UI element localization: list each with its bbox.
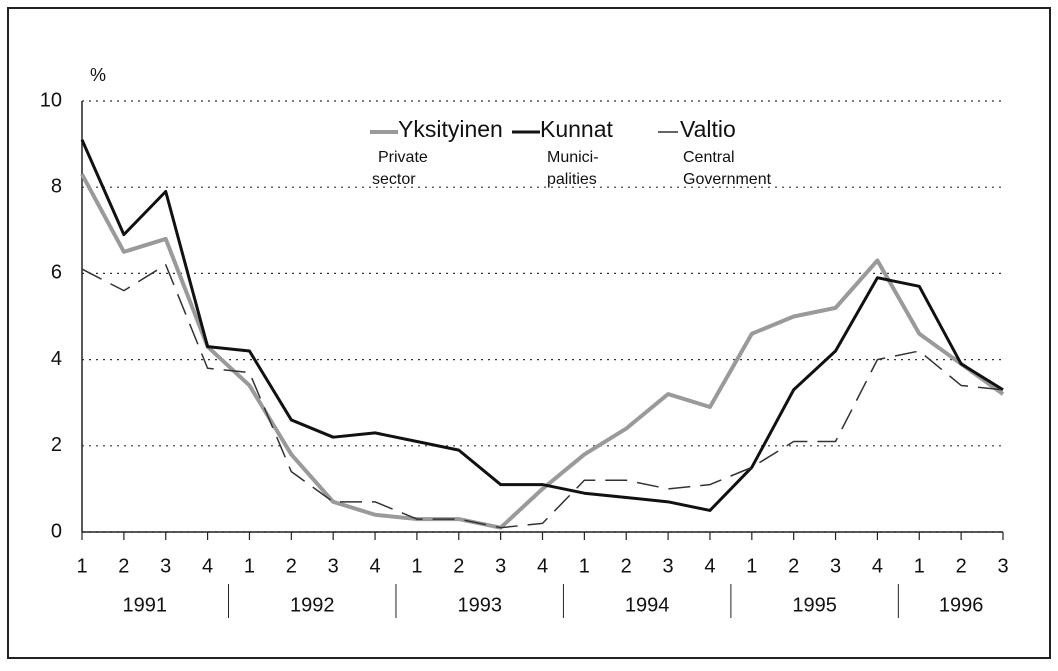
x-tick-label: 2 [286, 555, 297, 577]
year-label: 1992 [290, 594, 335, 616]
x-tick-label: 2 [453, 555, 464, 577]
y-tick-label: 6 [51, 262, 62, 284]
x-tick-label: 3 [328, 555, 339, 577]
x-tick-label: 1 [746, 555, 757, 577]
year-label: 1994 [625, 594, 670, 616]
line-series [80, 139, 1004, 512]
x-tick-label: 2 [118, 555, 129, 577]
legend-label: Yksityinen [398, 116, 503, 142]
year-label: 1993 [457, 594, 502, 616]
line-series [81, 264, 1004, 529]
year-label: 1991 [123, 594, 168, 616]
x-tick-label: 3 [997, 555, 1008, 577]
x-tick-label: 4 [704, 555, 715, 577]
x-tick-label: 3 [160, 555, 171, 577]
x-tick-label: 2 [956, 555, 967, 577]
legend-sublabel: palities [547, 171, 597, 188]
legend-sublabel: Government [683, 171, 772, 188]
legend-sublabel: Private [378, 149, 428, 166]
x-tick-label: 2 [621, 555, 632, 577]
x-tick-label: 3 [495, 555, 506, 577]
x-tick-label: 1 [244, 555, 255, 577]
x-tick-label: 2 [788, 555, 799, 577]
x-tick-label: 4 [369, 555, 380, 577]
x-tick-label: 3 [830, 555, 841, 577]
y-tick-label: 8 [51, 175, 62, 197]
legend-sublabel: sector [372, 171, 416, 188]
x-tick-label: 4 [202, 555, 213, 577]
x-tick-label: 1 [76, 555, 87, 577]
y-tick-label: 0 [51, 520, 62, 542]
legend-sublabel: Central [683, 149, 735, 166]
legend-label: Valtio [680, 116, 736, 142]
x-tick-label: 1 [579, 555, 590, 577]
y-tick-label: 2 [51, 434, 62, 456]
line-series [80, 173, 1005, 530]
frame [7, 7, 1051, 659]
year-label: 1996 [939, 594, 984, 616]
year-label: 1995 [792, 594, 837, 616]
x-tick-label: 4 [872, 555, 883, 577]
x-tick-label: 4 [537, 555, 548, 577]
x-tick-label: 3 [663, 555, 674, 577]
legend-label: Kunnat [540, 116, 614, 142]
x-tick-label: 1 [411, 555, 422, 577]
x-tick-label: 1 [914, 555, 925, 577]
y-tick-label: 10 [40, 89, 62, 111]
legend-sublabel: Munici- [547, 149, 599, 166]
y-unit: % [90, 65, 106, 85]
y-tick-label: 4 [51, 348, 62, 370]
